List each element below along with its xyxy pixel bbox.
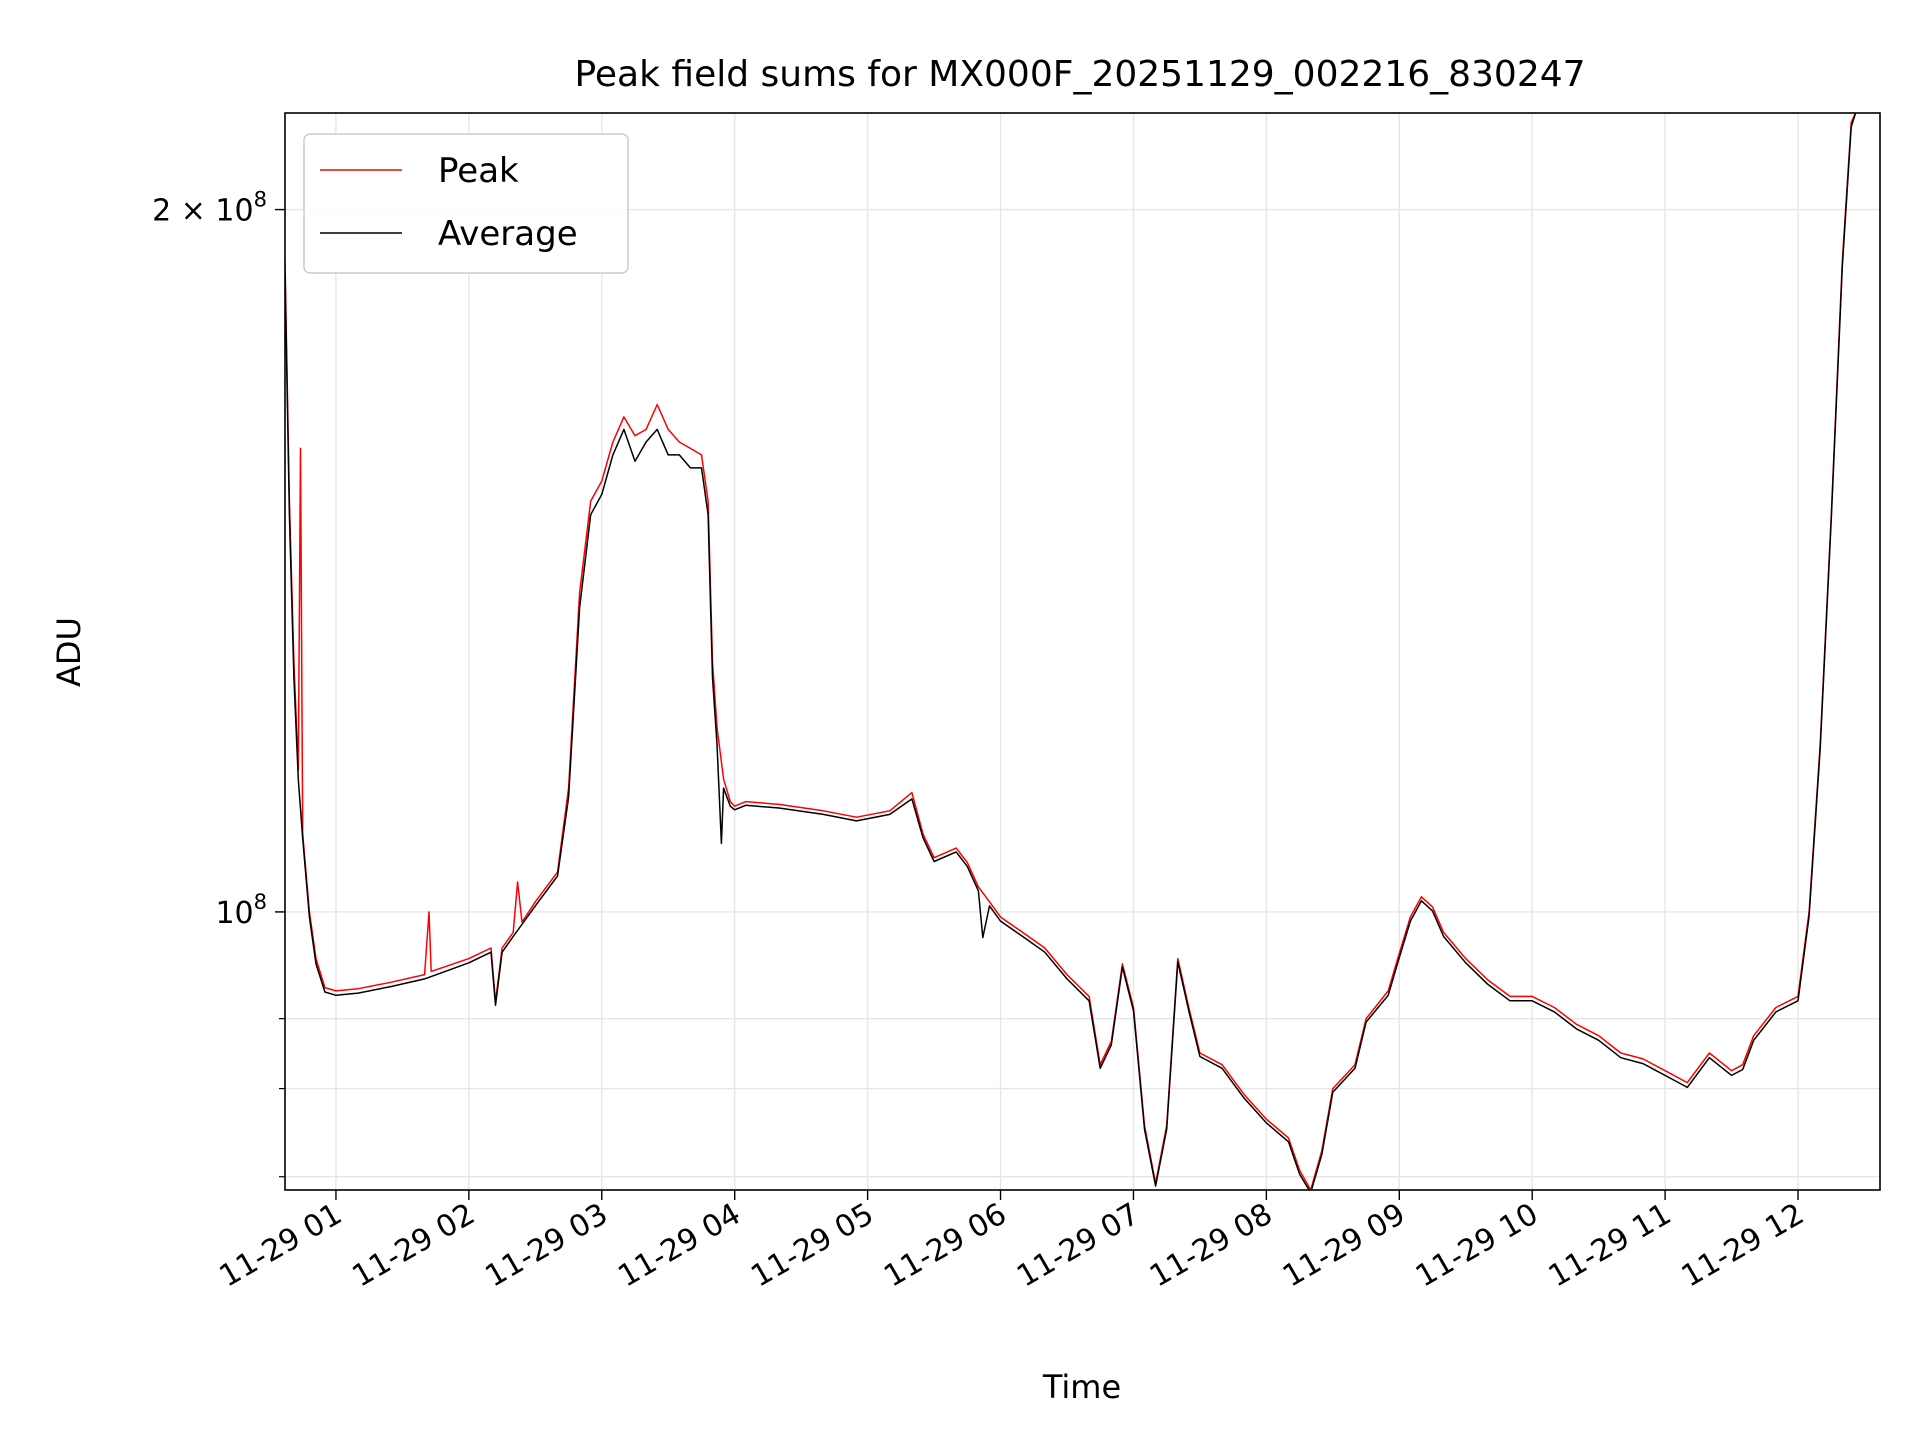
y-axis-label: ADU — [50, 617, 88, 687]
legend-label-average: Average — [438, 214, 578, 254]
series-line-average — [285, 113, 1857, 1190]
plot-frame — [284, 112, 1881, 1191]
y-tick-label-base: 2 × 10 — [152, 194, 253, 229]
legend-label-peak: Peak — [438, 151, 519, 191]
y-tick-label: 108 — [215, 890, 267, 931]
legend: Peak Average — [303, 133, 629, 274]
y-tick-label-base: 10 — [215, 896, 253, 931]
y-tick-label-exponent: 8 — [254, 890, 267, 914]
legend-box — [303, 133, 629, 274]
y-tick-label: 2 × 108 — [152, 188, 267, 229]
x-axis-label: Time — [1042, 1368, 1121, 1406]
series-layer — [285, 113, 1857, 1190]
series-line-peak — [285, 113, 1857, 1190]
grid-lines — [285, 113, 1880, 1190]
y-tick-label-exponent: 8 — [254, 188, 267, 212]
chart-title: Peak field sums for MX000F_20251129_0022… — [574, 54, 1585, 95]
